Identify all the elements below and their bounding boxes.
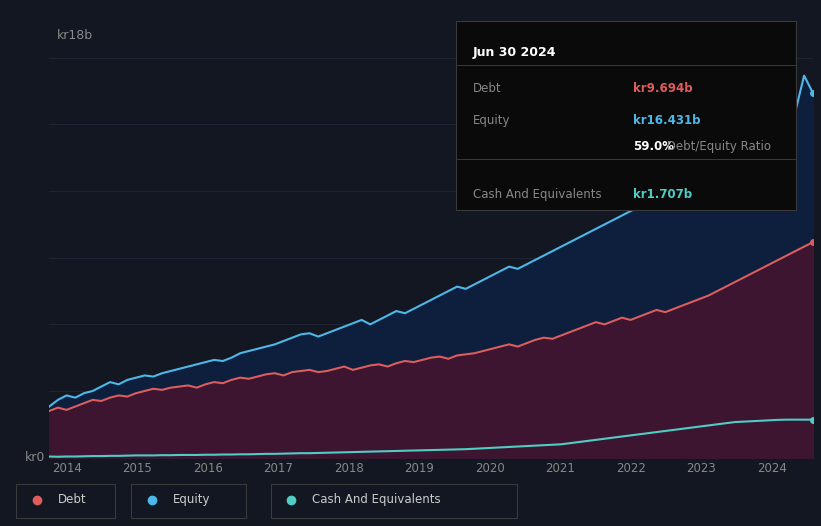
Text: Jun 30 2024: Jun 30 2024 <box>473 46 556 59</box>
Text: kr9.694b: kr9.694b <box>633 82 692 95</box>
Text: Cash And Equivalents: Cash And Equivalents <box>473 188 601 201</box>
Text: Equity: Equity <box>172 493 210 506</box>
Text: Debt: Debt <box>473 82 502 95</box>
Text: kr1.707b: kr1.707b <box>633 188 692 201</box>
Text: Cash And Equivalents: Cash And Equivalents <box>312 493 441 506</box>
Text: Debt/Equity Ratio: Debt/Equity Ratio <box>663 140 772 154</box>
Text: kr16.431b: kr16.431b <box>633 114 700 127</box>
Text: kr18b: kr18b <box>57 29 93 42</box>
Text: Debt: Debt <box>57 493 86 506</box>
Text: Equity: Equity <box>473 114 510 127</box>
Text: 59.0%: 59.0% <box>633 140 674 154</box>
Text: kr0: kr0 <box>25 451 45 464</box>
